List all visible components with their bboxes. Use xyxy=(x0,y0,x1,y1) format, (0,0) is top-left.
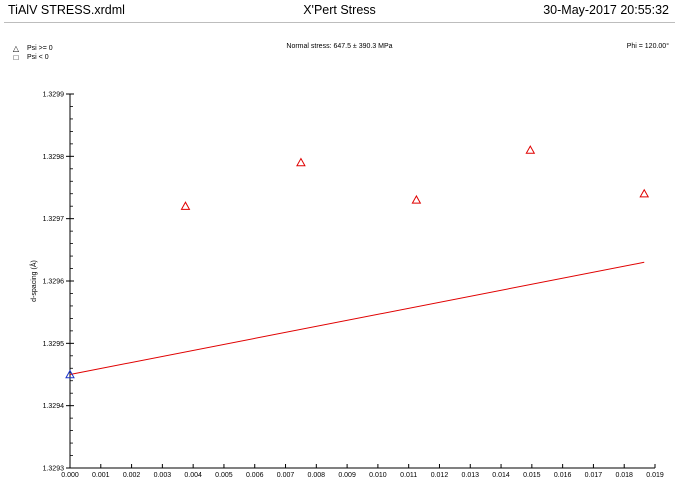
x-tick-label: 0.012 xyxy=(431,472,449,479)
x-tick-label: 0.019 xyxy=(646,472,664,479)
y-tick-label: 1.3295 xyxy=(43,341,65,348)
x-tick-label: 0.008 xyxy=(308,472,326,479)
normal-stress-label: Normal stress: 647.5 ± 390.3 MPa xyxy=(286,43,393,50)
x-tick-label: 0.017 xyxy=(585,472,603,479)
data-point-triangle xyxy=(180,201,191,210)
app-title: X'Pert Stress xyxy=(303,3,376,17)
x-tick-label: 0.016 xyxy=(554,472,572,479)
y-tick-label: 1.3293 xyxy=(43,466,65,473)
x-tick-label: 0.000 xyxy=(61,472,79,479)
x-tick-label: 0.014 xyxy=(492,472,510,479)
data-point-triangle xyxy=(525,145,536,154)
x-tick-label: 0.003 xyxy=(154,472,172,479)
x-tick-label: 0.002 xyxy=(123,472,141,479)
timestamp: 30-May-2017 20:55:32 xyxy=(543,3,669,17)
legend-label: Psi >= 0 xyxy=(27,45,53,52)
x-tick-label: 0.004 xyxy=(184,472,202,479)
phi-label: Phi = 120.00° xyxy=(626,43,669,50)
data-point-triangle xyxy=(639,188,650,198)
x-tick-label: 0.010 xyxy=(369,472,387,479)
y-tick-label: 1.3296 xyxy=(43,279,65,286)
x-tick-label: 0.009 xyxy=(338,472,356,479)
x-tick-label: 0.001 xyxy=(92,472,110,479)
x-tick-label: 0.015 xyxy=(523,472,541,479)
file-name: TiAlV STRESS.xrdml xyxy=(8,3,125,17)
x-tick-label: 0.013 xyxy=(461,472,479,479)
y-tick-label: 1.3298 xyxy=(43,154,65,161)
y-tick-label: 1.3297 xyxy=(43,216,65,223)
square-icon: □ xyxy=(13,53,19,62)
legend-item-psi-negative: □ Psi < 0 xyxy=(12,53,53,62)
y-axis-label: d-spacing (Å) xyxy=(29,260,38,302)
data-point-triangle xyxy=(411,194,422,204)
legend-item-psi-positive: △ Psi >= 0 xyxy=(12,44,53,53)
data-point-triangle xyxy=(296,157,306,167)
y-tick-label: 1.3294 xyxy=(43,403,65,410)
x-tick-label: 0.005 xyxy=(215,472,233,479)
title-bar: TiAlV STRESS.xrdml X'Pert Stress 30-May-… xyxy=(0,0,679,22)
data-point-triangle xyxy=(65,369,75,379)
chart-legend: △ Psi >= 0 □ Psi < 0 xyxy=(12,44,53,62)
header-divider xyxy=(4,22,675,23)
legend-label: Psi < 0 xyxy=(27,54,49,61)
x-tick-label: 0.007 xyxy=(277,472,295,479)
x-tick-label: 0.011 xyxy=(400,472,417,479)
y-tick-label: 1.3299 xyxy=(43,92,65,99)
triangle-icon: △ xyxy=(12,44,20,53)
x-tick-label: 0.018 xyxy=(615,472,633,479)
x-tick-label: 0.006 xyxy=(246,472,264,479)
regression-line xyxy=(69,261,645,375)
